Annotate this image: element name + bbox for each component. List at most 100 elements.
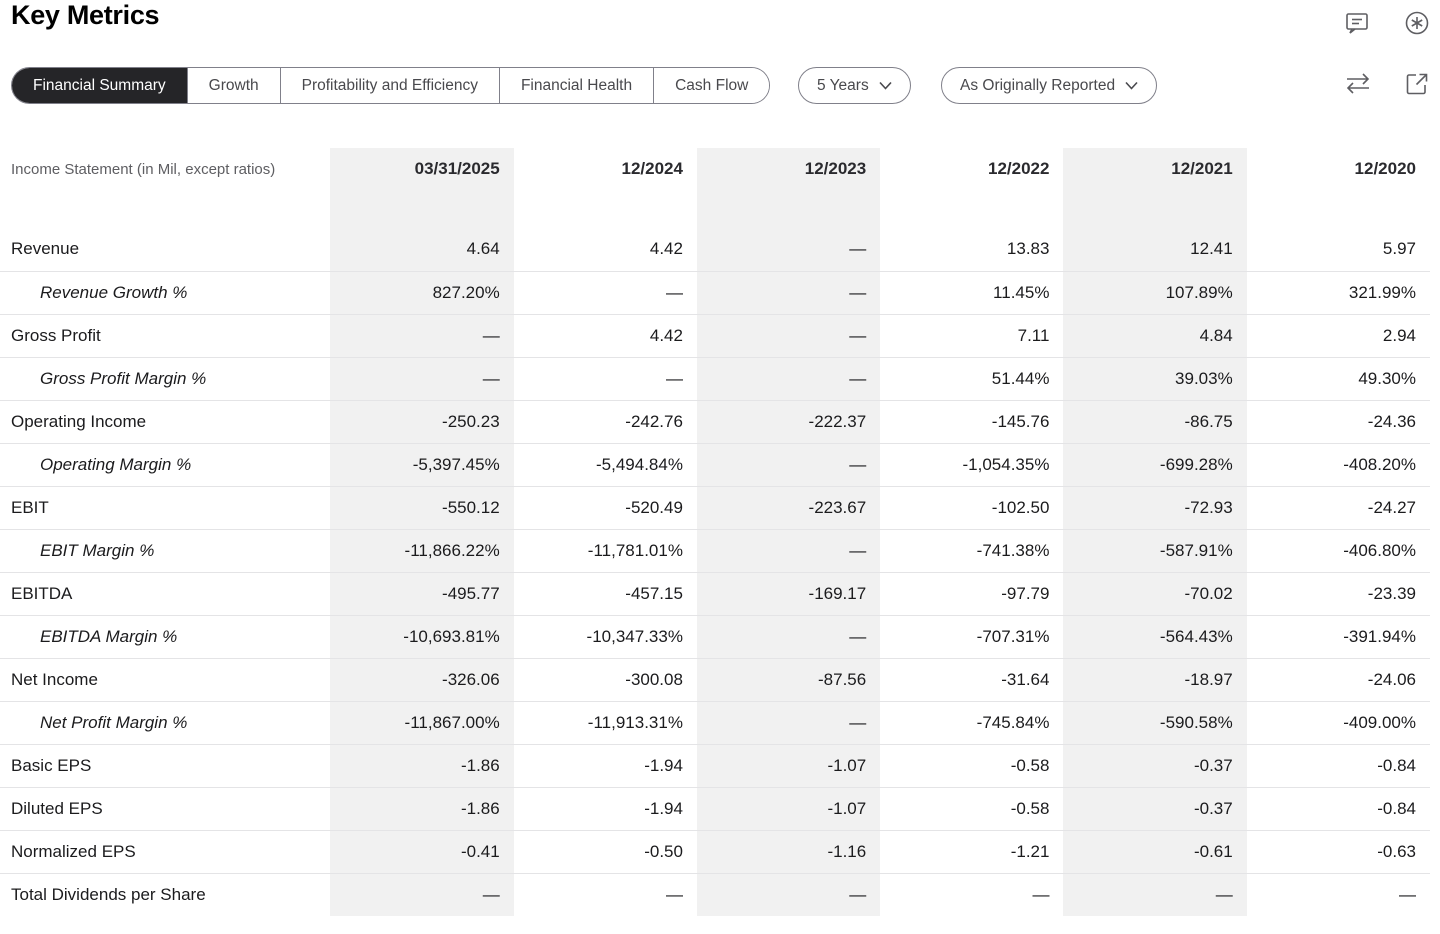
cell-value: — xyxy=(696,357,881,401)
cell-value: — xyxy=(1399,884,1416,904)
cell-value: — xyxy=(696,271,881,315)
cell-value: -326.06 xyxy=(330,658,514,702)
row-label: EBITDA xyxy=(0,572,331,616)
table-row: Net Income -326.06 -300.08 -87.56 -31.64 -18.… xyxy=(0,658,1430,702)
cell-value: -250.23 xyxy=(330,400,514,444)
cell-value: -1.86 xyxy=(330,787,514,831)
cell-value: -5,494.84% xyxy=(513,443,697,487)
table-row: Basic EPS -1.86 -1.94 -1.07 -0.58 -0.37 -0.84 xyxy=(0,744,1430,788)
cell-value: -1.86 xyxy=(330,744,514,788)
table-row: Operating Income -250.23 -242.76 -222.37 -14… xyxy=(0,400,1430,444)
swap-arrows-icon[interactable] xyxy=(1343,69,1373,99)
period-dropdown[interactable]: 5 Years xyxy=(798,67,911,104)
cell-value: -300.08 xyxy=(513,658,697,702)
asterisk-circle-icon[interactable] xyxy=(1402,8,1432,38)
export-icon[interactable] xyxy=(1402,69,1432,99)
reporting-dropdown[interactable]: As Originally Reported xyxy=(941,67,1158,104)
cell-value: — xyxy=(696,529,881,573)
row-label: Gross Profit Margin % xyxy=(0,357,331,401)
row-label: Revenue Growth % xyxy=(0,271,331,315)
cell-value: — xyxy=(330,314,514,358)
row-label: EBITDA Margin % xyxy=(0,615,331,659)
table-row: Total Dividends per Share — — — — — — xyxy=(0,873,1430,916)
table-row: EBITDA Margin % -10,693.81% -10,347.33% — -7… xyxy=(0,615,1430,659)
chevron-down-icon xyxy=(1125,81,1138,90)
row-label: Normalized EPS xyxy=(0,830,331,874)
cell-value: -1.94 xyxy=(513,787,697,831)
comment-bubble-icon[interactable] xyxy=(1342,8,1372,38)
cell-value: 11.45% xyxy=(880,271,1064,315)
column-header: 12/2024 xyxy=(621,159,683,178)
cell-value: — xyxy=(513,271,697,315)
table-row: EBIT Margin % -11,866.22% -11,781.01% — -741… xyxy=(0,529,1430,573)
cell-value: -409.00% xyxy=(1246,701,1430,745)
cell-value: -699.28% xyxy=(1063,443,1247,487)
cell-value: -0.84 xyxy=(1246,744,1430,788)
cell-value: -495.77 xyxy=(330,572,514,616)
tab-cash-flow[interactable]: Cash Flow xyxy=(653,68,770,103)
table-row: Net Profit Margin % -11,867.00% -11,913.31… xyxy=(0,701,1430,745)
cell-value: -97.79 xyxy=(880,572,1064,616)
cell-value: 107.89% xyxy=(1063,271,1247,315)
cell-value: -10,693.81% xyxy=(330,615,514,659)
cell-value: -1.07 xyxy=(696,787,881,831)
table-row: Revenue Growth % 827.20% — —11.45% 107.89% 32… xyxy=(0,271,1430,315)
cell-value: 827.20% xyxy=(330,271,514,315)
row-label: Net Income xyxy=(0,658,331,702)
cell-value: -406.80% xyxy=(1246,529,1430,573)
table-row: EBITDA -495.77 -457.15 -169.17 -97.79 -70.02-… xyxy=(0,572,1430,616)
cell-value: -590.58% xyxy=(1063,701,1247,745)
cell-value: -520.49 xyxy=(513,486,697,530)
cell-value: -87.56 xyxy=(696,658,881,702)
row-label: EBIT xyxy=(0,486,331,530)
cell-value: -5,397.45% xyxy=(330,443,514,487)
tab-bar: Financial Summary Growth Profitability and… xyxy=(11,67,771,104)
tab-financial-summary[interactable]: Financial Summary xyxy=(12,68,187,103)
cell-value: -11,866.22% xyxy=(330,529,514,573)
header-icon-group xyxy=(1342,8,1432,38)
tab-profitability-and-efficiency[interactable]: Profitability and Efficiency xyxy=(279,68,499,103)
cell-value: -391.94% xyxy=(1246,615,1430,659)
cell-value: — xyxy=(696,873,881,916)
cell-value: -408.20% xyxy=(1246,443,1430,487)
cell-value: 12.41 xyxy=(1063,228,1247,272)
table-row: EBIT -550.12 -520.49 -223.67 -102.50 -72.93 -2… xyxy=(0,486,1430,530)
cell-value: — xyxy=(696,314,881,358)
row-label: Revenue xyxy=(0,228,331,272)
toolbar-icon-group xyxy=(1343,69,1432,99)
tab-growth[interactable]: Growth xyxy=(186,68,280,103)
cell-value: -242.76 xyxy=(513,400,697,444)
table-row: Revenue 4.64 4.42—13.83 12.41 5.97 xyxy=(0,228,1430,272)
cell-value: — xyxy=(1032,884,1050,904)
tab-financial-health[interactable]: Financial Health xyxy=(498,68,654,103)
cell-value: -11,913.31% xyxy=(513,701,697,745)
cell-value: 4.64 xyxy=(330,228,514,272)
cell-value: 5.97 xyxy=(1246,228,1430,272)
cell-value: -31.64 xyxy=(880,658,1064,702)
cell-value: 13.83 xyxy=(880,228,1064,272)
cell-value: — xyxy=(330,873,514,916)
table-row: Gross Profit Margin % — — —51.44% 39.03% 49.3… xyxy=(0,357,1430,401)
table-section-label: Income Statement (in Mil, except ratios) xyxy=(11,161,276,178)
cell-value: -0.41 xyxy=(330,830,514,874)
page-title: Key Metrics xyxy=(11,0,160,30)
cell-value: -1.21 xyxy=(880,830,1064,874)
cell-value: 4.42 xyxy=(513,314,697,358)
cell-value: -70.02 xyxy=(1063,572,1247,616)
table-header-row: Income Statement (in Mil, except ratios)… xyxy=(0,148,1430,228)
cell-value: -745.84% xyxy=(880,701,1064,745)
cell-value: -24.36 xyxy=(1246,400,1430,444)
cell-value: -0.61 xyxy=(1063,830,1247,874)
cell-value: -741.38% xyxy=(880,529,1064,573)
row-label: Diluted EPS xyxy=(0,787,331,831)
cell-value: -222.37 xyxy=(696,400,881,444)
cell-value: 51.44% xyxy=(880,357,1064,401)
row-label: EBIT Margin % xyxy=(0,529,331,573)
table-body: Revenue 4.64 4.42—13.83 12.41 5.97 Revenue Gr… xyxy=(0,228,1430,916)
cell-value: — xyxy=(696,701,881,745)
table-row: Normalized EPS -0.41 -0.50 -1.16 -1.21 -0.61-… xyxy=(0,830,1430,874)
cell-value: -0.58 xyxy=(880,744,1064,788)
table-row: Operating Margin % -5,397.45% -5,494.84% — -… xyxy=(0,443,1430,487)
table-row: Gross Profit —4.42—7.11 4.84 2.94 xyxy=(0,314,1430,358)
